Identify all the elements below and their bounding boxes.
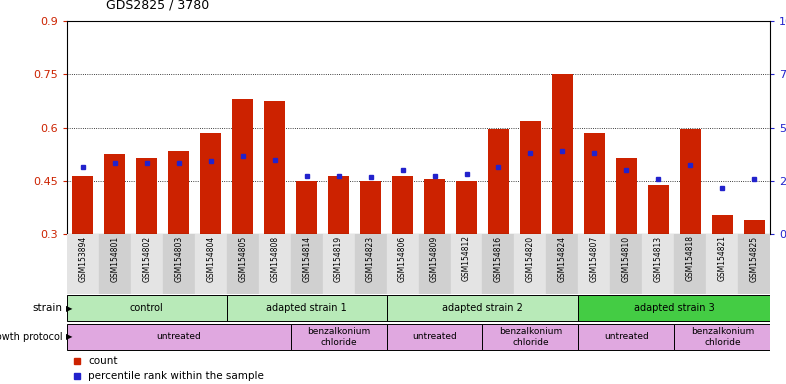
Bar	[515, 234, 546, 294]
Text: strain: strain	[33, 303, 63, 313]
Bar	[546, 234, 578, 294]
Bar	[483, 324, 578, 350]
Text: GSM154825: GSM154825	[750, 235, 758, 281]
Text: benzalkonium
chloride: benzalkonium chloride	[307, 327, 370, 347]
Bar	[354, 234, 387, 294]
Text: GSM154808: GSM154808	[270, 235, 279, 281]
Text: GSM154821: GSM154821	[718, 235, 727, 281]
Text: growth protocol: growth protocol	[0, 332, 63, 342]
Text: GSM154818: GSM154818	[686, 235, 695, 281]
Text: GSM154807: GSM154807	[590, 235, 599, 282]
Bar	[424, 179, 445, 234]
Text: adapted strain 2: adapted strain 2	[442, 303, 523, 313]
Bar	[322, 234, 354, 294]
Bar	[552, 74, 573, 234]
Text: GSM154802: GSM154802	[142, 235, 151, 281]
Bar	[578, 295, 770, 321]
Text: GDS2825 / 3780: GDS2825 / 3780	[106, 0, 209, 12]
Bar	[67, 295, 226, 321]
Text: adapted strain 3: adapted strain 3	[634, 303, 714, 313]
Bar	[488, 129, 509, 234]
Bar	[611, 234, 642, 294]
Bar	[296, 181, 317, 234]
Bar	[674, 324, 770, 350]
Text: GSM154812: GSM154812	[462, 235, 471, 281]
Bar	[136, 158, 157, 234]
Bar	[67, 234, 99, 294]
Bar	[680, 129, 701, 234]
Text: count: count	[88, 356, 117, 366]
Bar	[163, 234, 195, 294]
Text: adapted strain 1: adapted strain 1	[266, 303, 347, 313]
Text: GSM154801: GSM154801	[110, 235, 119, 281]
Text: GSM153894: GSM153894	[79, 235, 87, 282]
Bar	[744, 220, 765, 234]
Text: GSM154823: GSM154823	[366, 235, 375, 281]
Bar	[419, 234, 450, 294]
Bar	[387, 234, 419, 294]
Text: GSM154814: GSM154814	[302, 235, 311, 281]
Bar	[648, 185, 669, 234]
Bar	[99, 234, 130, 294]
Text: GSM154816: GSM154816	[494, 235, 503, 281]
Text: benzalkonium
chloride: benzalkonium chloride	[499, 327, 562, 347]
Text: benzalkonium
chloride: benzalkonium chloride	[691, 327, 754, 347]
Bar	[72, 175, 94, 234]
Text: untreated: untreated	[604, 333, 648, 341]
Bar	[387, 324, 483, 350]
Bar	[168, 151, 189, 234]
Bar	[387, 295, 578, 321]
Bar	[738, 234, 770, 294]
Bar	[226, 234, 259, 294]
Text: ▶: ▶	[66, 333, 72, 341]
Text: ▶: ▶	[66, 304, 72, 313]
Bar	[674, 234, 707, 294]
Text: GSM154819: GSM154819	[334, 235, 343, 281]
Bar	[195, 234, 226, 294]
Text: GSM154824: GSM154824	[558, 235, 567, 281]
Text: untreated: untreated	[156, 333, 201, 341]
Text: GSM154804: GSM154804	[206, 235, 215, 282]
Bar	[200, 133, 221, 234]
Text: GSM154805: GSM154805	[238, 235, 247, 282]
Text: control: control	[130, 303, 163, 313]
Text: GSM154820: GSM154820	[526, 235, 535, 281]
Text: GSM154810: GSM154810	[622, 235, 631, 281]
Bar	[642, 234, 674, 294]
Bar	[392, 175, 413, 234]
Text: GSM154813: GSM154813	[654, 235, 663, 281]
Text: GSM154809: GSM154809	[430, 235, 439, 282]
Text: untreated: untreated	[412, 333, 457, 341]
Bar	[578, 324, 674, 350]
Bar	[483, 234, 515, 294]
Bar	[578, 234, 611, 294]
Bar	[456, 181, 477, 234]
Bar	[259, 234, 291, 294]
Bar	[712, 215, 733, 234]
Bar	[291, 324, 387, 350]
Bar	[291, 234, 322, 294]
Bar	[520, 121, 541, 234]
Bar	[67, 324, 291, 350]
Bar	[616, 158, 637, 234]
Text: GSM154806: GSM154806	[398, 235, 407, 282]
Bar	[130, 234, 163, 294]
Text: percentile rank within the sample: percentile rank within the sample	[88, 371, 264, 381]
Bar	[707, 234, 738, 294]
Bar	[450, 234, 483, 294]
Bar	[226, 295, 387, 321]
Bar	[264, 101, 285, 234]
Text: GSM154803: GSM154803	[174, 235, 183, 282]
Bar	[233, 99, 253, 234]
Bar	[584, 133, 604, 234]
Bar	[105, 154, 125, 234]
Bar	[360, 181, 381, 234]
Bar	[329, 175, 349, 234]
